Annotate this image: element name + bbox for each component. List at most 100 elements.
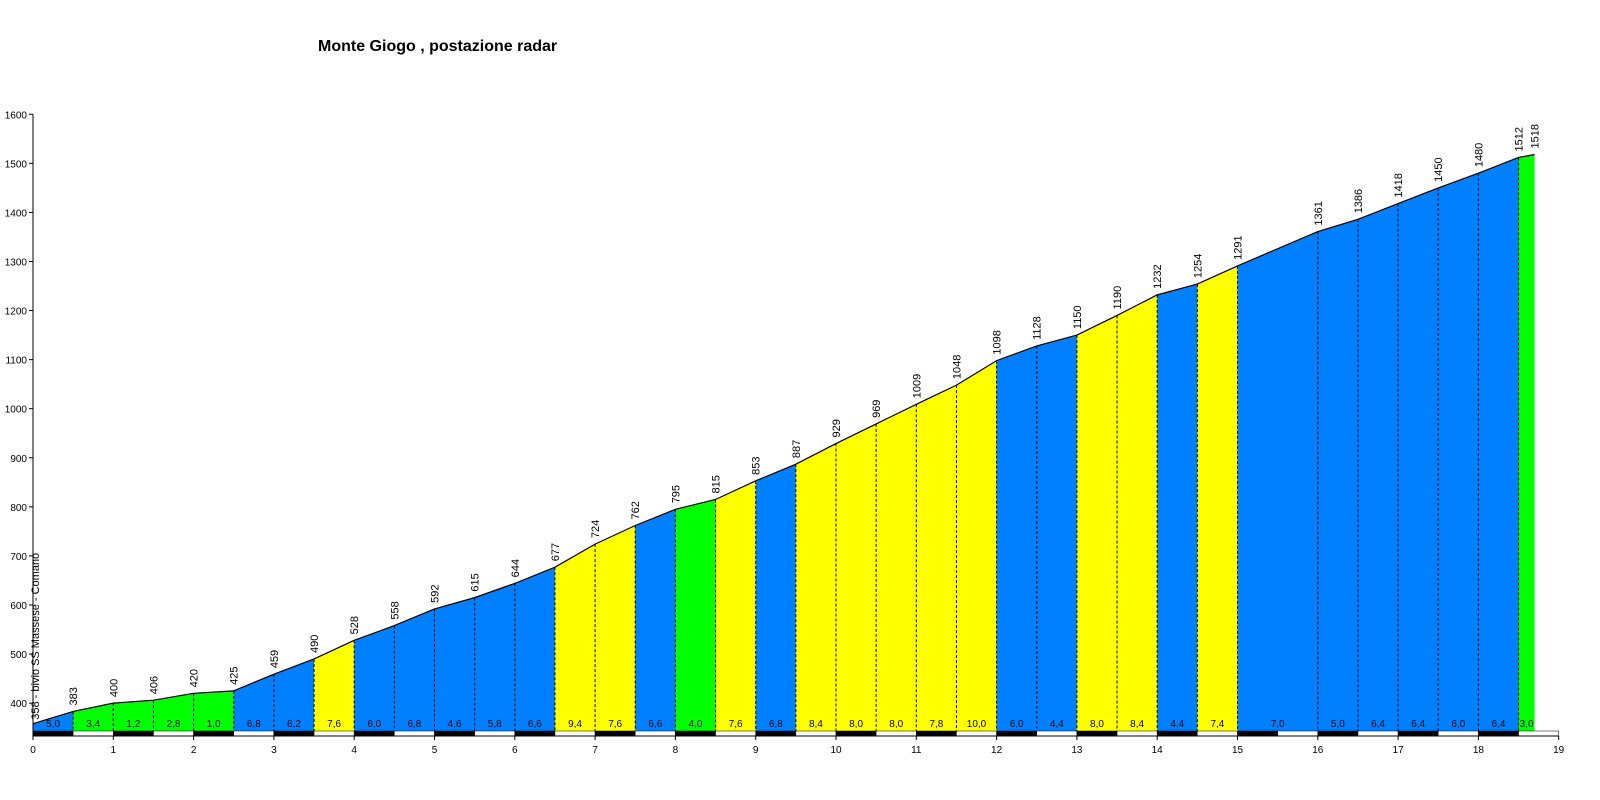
profile-segment bbox=[1237, 231, 1318, 736]
elevation-label: 420 bbox=[189, 669, 201, 687]
km-stripe bbox=[233, 730, 275, 737]
profile-segment bbox=[314, 640, 355, 736]
gradient-label: 8,0 bbox=[849, 719, 863, 730]
gradient-label: 7,4 bbox=[1210, 719, 1224, 730]
km-stripe bbox=[916, 730, 957, 737]
profile-segment bbox=[996, 345, 1037, 736]
gradient-label: 4,4 bbox=[1050, 719, 1064, 730]
x-tick-label: 15 bbox=[1232, 745, 1244, 756]
km-stripe bbox=[635, 730, 676, 737]
km-stripe bbox=[1518, 730, 1559, 737]
y-tick-label: 1400 bbox=[5, 208, 28, 219]
elevation-label: 1518 bbox=[1530, 124, 1542, 148]
gradient-label: 5,0 bbox=[46, 719, 60, 730]
km-stripe bbox=[434, 730, 475, 737]
profile-segment bbox=[595, 525, 636, 736]
km-stripe bbox=[1478, 730, 1519, 737]
x-tick-label: 18 bbox=[1473, 745, 1485, 756]
gradient-label: 3,4 bbox=[86, 719, 100, 730]
y-tick-label: 1500 bbox=[5, 159, 28, 170]
elevation-label: 490 bbox=[309, 635, 321, 653]
gradient-label: 7,6 bbox=[729, 719, 743, 730]
profile-segment bbox=[193, 690, 234, 736]
profile-segment bbox=[554, 544, 596, 736]
x-tick-label: 5 bbox=[432, 745, 438, 756]
profile-segment bbox=[916, 385, 957, 736]
gradient-label: 6,2 bbox=[287, 719, 301, 730]
profile-segment bbox=[113, 700, 154, 736]
km-stripe bbox=[1156, 730, 1198, 737]
km-stripe bbox=[996, 730, 1037, 737]
km-stripe bbox=[1197, 730, 1238, 737]
y-tick-label: 1100 bbox=[5, 356, 27, 367]
gradient-label: 8,4 bbox=[809, 719, 823, 730]
elevation-label: 929 bbox=[831, 419, 843, 437]
elevation-label: 887 bbox=[791, 440, 803, 458]
profile-segment bbox=[1357, 203, 1399, 736]
x-tick-label: 6 bbox=[512, 745, 518, 756]
x-tick-label: 10 bbox=[830, 745, 842, 756]
gradient-label: 9,4 bbox=[568, 719, 582, 730]
x-tick-label: 11 bbox=[911, 745, 922, 756]
profile-segment bbox=[1157, 284, 1198, 736]
y-tick-label: 600 bbox=[10, 601, 27, 612]
km-stripe bbox=[675, 730, 716, 737]
y-tick-label: 900 bbox=[10, 454, 27, 465]
profile-segment bbox=[1478, 157, 1519, 736]
y-tick-label: 1200 bbox=[5, 307, 28, 318]
km-stripe bbox=[193, 730, 235, 737]
km-stripe bbox=[273, 730, 315, 737]
gradient-label: 6,8 bbox=[407, 719, 421, 730]
km-stripe bbox=[353, 730, 395, 737]
x-tick-label: 7 bbox=[592, 745, 598, 756]
y-tick-label: 700 bbox=[10, 552, 27, 563]
profile-segment bbox=[876, 404, 917, 736]
x-tick-label: 13 bbox=[1071, 745, 1083, 756]
profile-segment bbox=[1438, 173, 1479, 736]
elevation-label: 1128 bbox=[1032, 316, 1044, 340]
profile-segment bbox=[635, 509, 676, 736]
y-tick-label: 800 bbox=[10, 503, 27, 514]
y-tick-label: 1300 bbox=[5, 257, 28, 268]
km-stripe bbox=[715, 730, 756, 737]
gradient-label: 7,6 bbox=[327, 719, 341, 730]
elevation-label: 1150 bbox=[1072, 305, 1084, 329]
x-tick-label: 8 bbox=[673, 745, 679, 756]
x-tick-label: 3 bbox=[271, 745, 277, 756]
profile-segment bbox=[795, 443, 836, 736]
profile-segment bbox=[73, 703, 114, 736]
gradient-label: 6,4 bbox=[1492, 719, 1506, 730]
gradient-label: 5,8 bbox=[488, 719, 502, 730]
elevation-label: 1386 bbox=[1353, 189, 1365, 213]
gradient-label: 8,4 bbox=[1130, 719, 1144, 730]
km-stripe bbox=[474, 730, 516, 737]
elevation-label: 425 bbox=[229, 666, 241, 684]
profile-segment bbox=[354, 625, 395, 736]
profile-segment bbox=[836, 423, 877, 736]
km-stripe bbox=[554, 730, 596, 737]
profile-segment bbox=[1076, 315, 1118, 736]
elevation-label: 1232 bbox=[1152, 264, 1164, 288]
km-stripe bbox=[72, 730, 114, 737]
gradient-label: 10,0 bbox=[967, 719, 987, 730]
km-stripe bbox=[1076, 730, 1118, 737]
gradient-label: 6,6 bbox=[648, 719, 662, 730]
profile-segment bbox=[1518, 154, 1535, 736]
elevation-label: 1512 bbox=[1514, 127, 1526, 151]
x-tick-label: 0 bbox=[30, 745, 36, 756]
profile-segment bbox=[755, 464, 796, 736]
elevation-label: 383 bbox=[68, 687, 80, 705]
profile-segment bbox=[1117, 294, 1158, 736]
gradient-label: 6,0 bbox=[367, 719, 381, 730]
gradient-label: 5,0 bbox=[1331, 719, 1345, 730]
elevation-label: 1048 bbox=[951, 355, 963, 379]
elevation-label: 795 bbox=[670, 485, 682, 503]
gradient-label: 6,0 bbox=[1010, 719, 1024, 730]
gradient-label: 1,0 bbox=[207, 719, 221, 730]
km-stripe bbox=[113, 730, 154, 737]
gradient-label: 7,0 bbox=[1271, 719, 1285, 730]
profile-segment bbox=[1036, 335, 1077, 736]
profile-segment bbox=[715, 480, 756, 736]
km-stripe bbox=[32, 730, 74, 737]
